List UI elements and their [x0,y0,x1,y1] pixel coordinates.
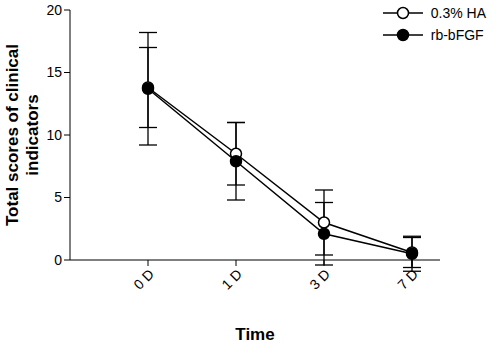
svg-text:0: 0 [54,252,62,268]
svg-text:5: 5 [54,189,62,205]
svg-text:3 D: 3 D [306,266,333,293]
svg-text:1 D: 1 D [218,266,245,293]
html-text:rb-bFGF: rb-bFGF [430,27,484,43]
svg-text:Time: Time [235,325,274,344]
svg-text:20: 20 [46,2,62,18]
svg-text:7 D: 7 D [394,266,421,293]
svg-text:0 D: 0 D [130,266,157,293]
svg-text:Total scores of clinicalindica: Total scores of clinicalindicators [8,44,42,226]
svg-text:15: 15 [46,64,62,80]
html-text:0.3% HA: 0.3% HA [430,5,486,21]
svg-text:10: 10 [46,127,62,143]
